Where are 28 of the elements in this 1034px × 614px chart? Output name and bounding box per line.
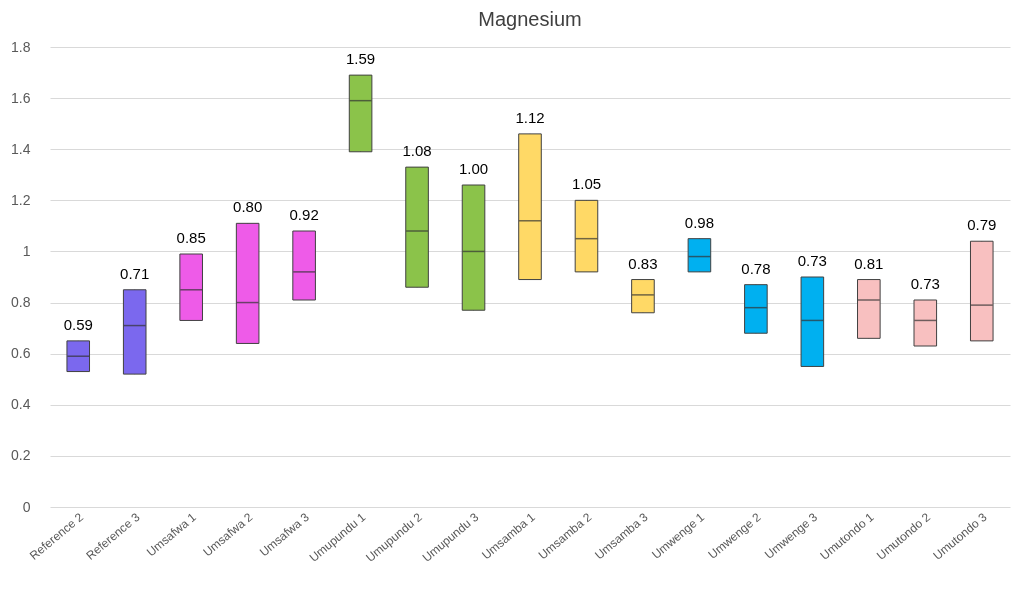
y-tick-label: 0.4 <box>11 396 31 413</box>
text: 0.73 <box>910 275 940 292</box>
text: 0.71 <box>120 264 150 282</box>
text: 0.79 <box>967 216 997 234</box>
y-tick-label: 0 <box>22 498 31 515</box>
text: 0.78 <box>741 259 771 277</box>
text: 1.59 <box>345 50 376 68</box>
y-tick-label: 1.6 <box>11 89 31 106</box>
text: 0.59 <box>63 315 93 333</box>
y-tick-label: 1.8 <box>11 38 31 55</box>
chart-title: Magnesium <box>478 8 582 30</box>
text: 1.08 <box>402 142 432 160</box>
text: 0.73 <box>797 252 827 269</box>
y-tick-label: 1 <box>22 242 31 259</box>
text: 1.00 <box>458 160 489 177</box>
y-tick-label: 0.2 <box>11 447 31 464</box>
text: 0.80 <box>233 198 263 216</box>
text: 0.81 <box>854 254 884 272</box>
y-tick-label: 1.2 <box>11 191 31 208</box>
text: 0.98 <box>684 213 715 231</box>
y-tick-label: 1.4 <box>11 140 31 157</box>
y-tick-label: 0.8 <box>11 294 31 311</box>
text: 0.83 <box>628 254 658 272</box>
text: 1.05 <box>571 175 602 193</box>
y-tick-label: 0.6 <box>11 345 31 362</box>
text: 0.92 <box>289 206 319 223</box>
text: 0.85 <box>176 229 206 246</box>
text: 1.12 <box>515 108 545 126</box>
